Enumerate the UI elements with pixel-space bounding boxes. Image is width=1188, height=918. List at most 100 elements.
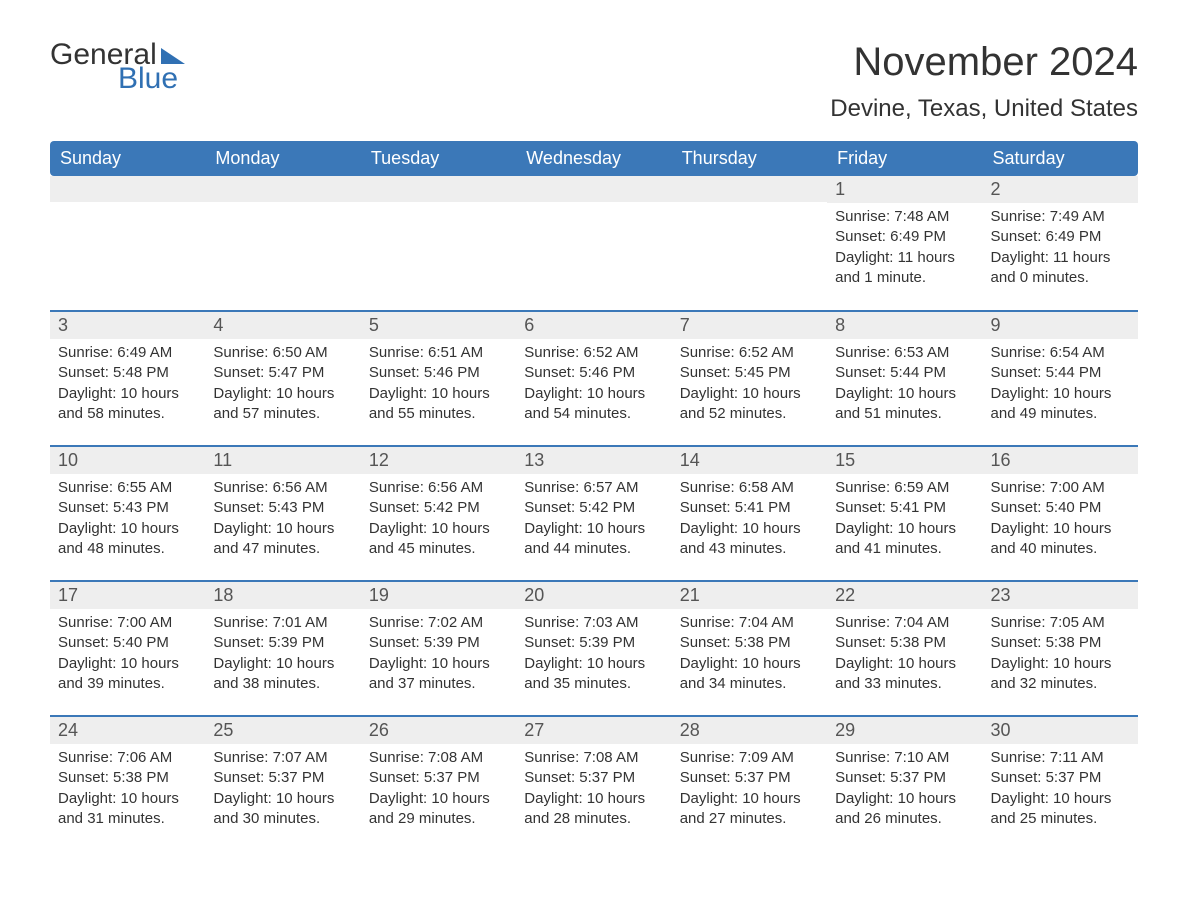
calendar-cell: 6Sunrise: 6:52 AMSunset: 5:46 PMDaylight… <box>516 311 671 446</box>
weekday-header: Monday <box>205 141 360 176</box>
day-number: 26 <box>361 717 516 744</box>
daylight-text: Daylight: 10 hours and 37 minutes. <box>369 654 508 695</box>
sunset-text: Sunset: 5:38 PM <box>58 768 197 788</box>
sunrise-text: Sunrise: 6:56 AM <box>369 478 508 498</box>
weekday-header: Wednesday <box>516 141 671 176</box>
day-number: 3 <box>50 312 205 339</box>
sunset-text: Sunset: 5:37 PM <box>369 768 508 788</box>
day-number: 25 <box>205 717 360 744</box>
day-body: Sunrise: 7:10 AMSunset: 5:37 PMDaylight:… <box>827 744 982 837</box>
daylight-text: Daylight: 10 hours and 47 minutes. <box>213 519 352 560</box>
daylight-text: Daylight: 10 hours and 41 minutes. <box>835 519 974 560</box>
sunset-text: Sunset: 5:46 PM <box>369 363 508 383</box>
header: General Blue November 2024 Devine, Texas… <box>50 40 1138 123</box>
daylight-text: Daylight: 10 hours and 34 minutes. <box>680 654 819 695</box>
sunrise-text: Sunrise: 7:06 AM <box>58 748 197 768</box>
day-body: Sunrise: 7:07 AMSunset: 5:37 PMDaylight:… <box>205 744 360 837</box>
sunset-text: Sunset: 5:38 PM <box>680 633 819 653</box>
daylight-text: Daylight: 10 hours and 57 minutes. <box>213 384 352 425</box>
sunset-text: Sunset: 5:39 PM <box>213 633 352 653</box>
day-number: 4 <box>205 312 360 339</box>
calendar-cell: 24Sunrise: 7:06 AMSunset: 5:38 PMDayligh… <box>50 716 205 851</box>
sunrise-text: Sunrise: 7:49 AM <box>991 207 1130 227</box>
daylight-text: Daylight: 10 hours and 49 minutes. <box>991 384 1130 425</box>
daylight-text: Daylight: 10 hours and 51 minutes. <box>835 384 974 425</box>
daylight-text: Daylight: 10 hours and 54 minutes. <box>524 384 663 425</box>
daylight-text: Daylight: 10 hours and 44 minutes. <box>524 519 663 560</box>
day-body: Sunrise: 7:49 AMSunset: 6:49 PMDaylight:… <box>983 203 1138 296</box>
calendar-cell: 1Sunrise: 7:48 AMSunset: 6:49 PMDaylight… <box>827 176 982 311</box>
day-number: 16 <box>983 447 1138 474</box>
day-body: Sunrise: 7:06 AMSunset: 5:38 PMDaylight:… <box>50 744 205 837</box>
sunset-text: Sunset: 5:39 PM <box>369 633 508 653</box>
calendar-cell: 12Sunrise: 6:56 AMSunset: 5:42 PMDayligh… <box>361 446 516 581</box>
sunrise-text: Sunrise: 7:01 AM <box>213 613 352 633</box>
calendar-cell: 7Sunrise: 6:52 AMSunset: 5:45 PMDaylight… <box>672 311 827 446</box>
sunrise-text: Sunrise: 6:54 AM <box>991 343 1130 363</box>
sunset-text: Sunset: 5:43 PM <box>58 498 197 518</box>
weekday-header: Sunday <box>50 141 205 176</box>
sunrise-text: Sunrise: 7:03 AM <box>524 613 663 633</box>
sunset-text: Sunset: 5:48 PM <box>58 363 197 383</box>
sunrise-text: Sunrise: 6:57 AM <box>524 478 663 498</box>
day-number: 23 <box>983 582 1138 609</box>
day-number: 14 <box>672 447 827 474</box>
calendar-row: 10Sunrise: 6:55 AMSunset: 5:43 PMDayligh… <box>50 446 1138 581</box>
day-body: Sunrise: 6:52 AMSunset: 5:46 PMDaylight:… <box>516 339 671 432</box>
sunrise-text: Sunrise: 7:09 AM <box>680 748 819 768</box>
day-number: 18 <box>205 582 360 609</box>
day-body: Sunrise: 6:52 AMSunset: 5:45 PMDaylight:… <box>672 339 827 432</box>
sunset-text: Sunset: 5:46 PM <box>524 363 663 383</box>
calendar-cell <box>361 176 516 311</box>
calendar-cell: 22Sunrise: 7:04 AMSunset: 5:38 PMDayligh… <box>827 581 982 716</box>
calendar-cell: 14Sunrise: 6:58 AMSunset: 5:41 PMDayligh… <box>672 446 827 581</box>
calendar-cell: 20Sunrise: 7:03 AMSunset: 5:39 PMDayligh… <box>516 581 671 716</box>
weekday-header: Tuesday <box>361 141 516 176</box>
sunrise-text: Sunrise: 7:11 AM <box>991 748 1130 768</box>
day-body: Sunrise: 7:00 AMSunset: 5:40 PMDaylight:… <box>50 609 205 702</box>
calendar-table: Sunday Monday Tuesday Wednesday Thursday… <box>50 141 1138 851</box>
calendar-cell: 9Sunrise: 6:54 AMSunset: 5:44 PMDaylight… <box>983 311 1138 446</box>
sunrise-text: Sunrise: 7:05 AM <box>991 613 1130 633</box>
day-number: 17 <box>50 582 205 609</box>
sunset-text: Sunset: 5:37 PM <box>213 768 352 788</box>
day-body: Sunrise: 6:53 AMSunset: 5:44 PMDaylight:… <box>827 339 982 432</box>
sunrise-text: Sunrise: 7:04 AM <box>680 613 819 633</box>
sunrise-text: Sunrise: 6:59 AM <box>835 478 974 498</box>
day-number <box>205 176 360 202</box>
day-number: 22 <box>827 582 982 609</box>
sunset-text: Sunset: 6:49 PM <box>991 227 1130 247</box>
sunset-text: Sunset: 5:37 PM <box>991 768 1130 788</box>
sunset-text: Sunset: 5:43 PM <box>213 498 352 518</box>
day-body: Sunrise: 6:59 AMSunset: 5:41 PMDaylight:… <box>827 474 982 567</box>
day-body: Sunrise: 7:09 AMSunset: 5:37 PMDaylight:… <box>672 744 827 837</box>
sunrise-text: Sunrise: 7:02 AM <box>369 613 508 633</box>
sunrise-text: Sunrise: 7:48 AM <box>835 207 974 227</box>
calendar-cell: 11Sunrise: 6:56 AMSunset: 5:43 PMDayligh… <box>205 446 360 581</box>
sunrise-text: Sunrise: 6:56 AM <box>213 478 352 498</box>
calendar-cell: 2Sunrise: 7:49 AMSunset: 6:49 PMDaylight… <box>983 176 1138 311</box>
day-body: Sunrise: 7:11 AMSunset: 5:37 PMDaylight:… <box>983 744 1138 837</box>
calendar-cell: 21Sunrise: 7:04 AMSunset: 5:38 PMDayligh… <box>672 581 827 716</box>
day-number: 6 <box>516 312 671 339</box>
sunset-text: Sunset: 5:40 PM <box>991 498 1130 518</box>
logo: General Blue <box>50 40 185 94</box>
daylight-text: Daylight: 10 hours and 33 minutes. <box>835 654 974 695</box>
day-number: 15 <box>827 447 982 474</box>
daylight-text: Daylight: 10 hours and 25 minutes. <box>991 789 1130 830</box>
weekday-header: Saturday <box>983 141 1138 176</box>
day-body: Sunrise: 6:49 AMSunset: 5:48 PMDaylight:… <box>50 339 205 432</box>
day-body: Sunrise: 7:04 AMSunset: 5:38 PMDaylight:… <box>827 609 982 702</box>
weekday-header: Friday <box>827 141 982 176</box>
day-number: 28 <box>672 717 827 744</box>
calendar-row: 1Sunrise: 7:48 AMSunset: 6:49 PMDaylight… <box>50 176 1138 311</box>
sunrise-text: Sunrise: 6:58 AM <box>680 478 819 498</box>
calendar-cell: 19Sunrise: 7:02 AMSunset: 5:39 PMDayligh… <box>361 581 516 716</box>
day-body: Sunrise: 6:56 AMSunset: 5:42 PMDaylight:… <box>361 474 516 567</box>
daylight-text: Daylight: 10 hours and 45 minutes. <box>369 519 508 560</box>
daylight-text: Daylight: 10 hours and 26 minutes. <box>835 789 974 830</box>
sunrise-text: Sunrise: 7:00 AM <box>991 478 1130 498</box>
logo-text-blue: Blue <box>50 64 185 94</box>
sunrise-text: Sunrise: 7:07 AM <box>213 748 352 768</box>
calendar-row: 17Sunrise: 7:00 AMSunset: 5:40 PMDayligh… <box>50 581 1138 716</box>
